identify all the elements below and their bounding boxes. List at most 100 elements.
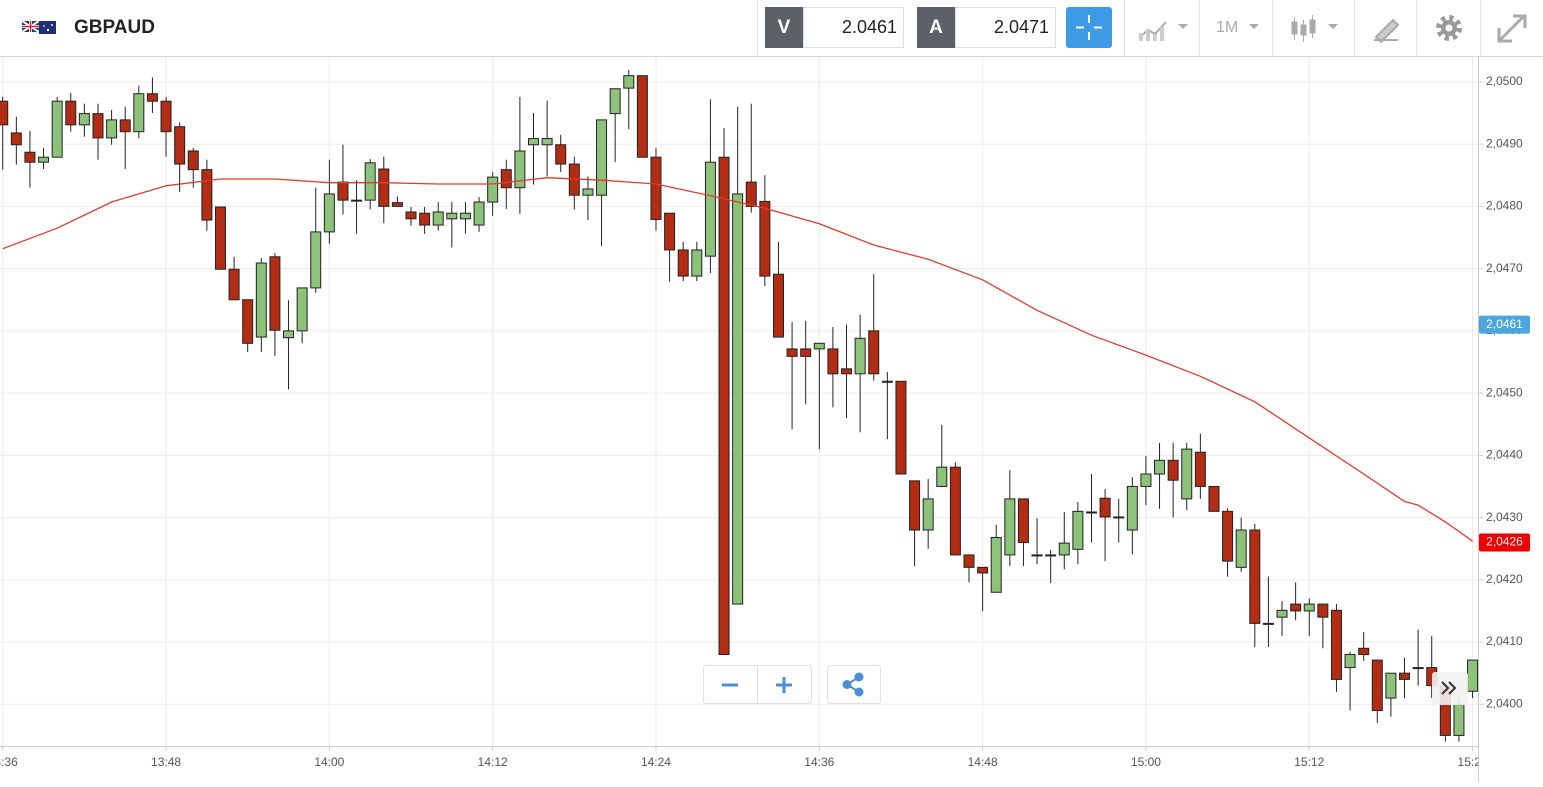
- sell-label-box[interactable]: [765, 7, 803, 48]
- buy-price-box[interactable]: [955, 7, 1056, 48]
- candle-body: [990, 536, 1002, 593]
- y-tick-label: 2,0490: [1486, 136, 1523, 150]
- candle-body: [596, 119, 608, 196]
- candle-body: [1222, 510, 1234, 562]
- chart-type-button[interactable]: [1138, 21, 1188, 41]
- candle-body: [1140, 473, 1152, 487]
- candle-body: [609, 88, 621, 115]
- candle-body: [881, 380, 893, 383]
- y-axis: 2,0400 2,0410 2,0420 2,0430 2,0440 2,0450 2,04…: [1478, 74, 1530, 710]
- candle-body: [1453, 703, 1465, 736]
- candle-body: [949, 466, 961, 556]
- candle-style-button[interactable]: [1291, 15, 1338, 42]
- crosshair-button[interactable]: [1066, 7, 1112, 48]
- x-tick-label: 14:36: [804, 755, 834, 769]
- candle-body: [1058, 542, 1070, 556]
- candle-body: [92, 113, 104, 139]
- candle-body: [1099, 497, 1111, 518]
- candle-body: [378, 168, 390, 207]
- candle-body: [1330, 609, 1342, 680]
- candle-body: [555, 144, 567, 165]
- candle-body: [10, 132, 22, 146]
- candle-body: [854, 337, 866, 375]
- buy-price[interactable]: 2.0471: [994, 17, 1049, 37]
- y-tick-label: 2,0430: [1486, 510, 1523, 524]
- candle-body: [228, 268, 240, 301]
- zoom-controls[interactable]: [703, 665, 881, 704]
- candle-body: [650, 156, 662, 220]
- scroll-to-end-button[interactable]: [1432, 672, 1468, 705]
- dropdown-caret[interactable]: [1249, 24, 1259, 29]
- candle-body: [963, 554, 975, 568]
- candle-body: [24, 151, 36, 163]
- candle-body: [541, 138, 553, 146]
- candle-body: [351, 199, 363, 202]
- price-marker-label: 2,0426: [1486, 535, 1523, 549]
- y-tick-label: 2,0440: [1486, 448, 1523, 462]
- candle-body: [1194, 451, 1206, 487]
- candle-body: [1371, 659, 1383, 712]
- buy-label-box[interactable]: [917, 7, 955, 48]
- candle-body: [296, 287, 308, 332]
- candle-body: [364, 162, 376, 201]
- sell-price[interactable]: 2.0461: [842, 17, 897, 37]
- separator: [1354, 0, 1355, 56]
- candle-body: [1045, 554, 1057, 557]
- candle-body: [1126, 485, 1138, 531]
- candle-body: [38, 156, 50, 163]
- candle-body: [51, 100, 63, 158]
- candle-body: [1181, 448, 1193, 500]
- buy-label[interactable]: A: [929, 17, 943, 38]
- candle-body: [1344, 654, 1356, 669]
- x-tick-label: 14:12: [478, 755, 508, 769]
- candle-body: [1358, 647, 1370, 656]
- y-tick-label: 2,0400: [1486, 696, 1523, 710]
- candle-body: [78, 113, 90, 126]
- candle-body: [446, 212, 458, 220]
- candle-body: [1290, 603, 1302, 612]
- flag-icon: [21, 20, 56, 34]
- candle-body: [582, 188, 594, 196]
- y-tick-label: 2,0420: [1486, 572, 1523, 586]
- candle-body: [868, 330, 880, 375]
- candle-body: [419, 212, 431, 226]
- candle-body: [106, 119, 118, 139]
- candle-body: [214, 206, 226, 270]
- crosshair-icon: [1076, 15, 1102, 40]
- candle-body: [786, 348, 798, 357]
- candle-body: [1017, 498, 1029, 543]
- separator: [1480, 0, 1481, 56]
- separator: [1199, 0, 1200, 56]
- x-tick-label: 13:48: [151, 755, 181, 769]
- price-marker: [1479, 315, 1530, 334]
- fullscreen-button[interactable]: [1497, 14, 1527, 43]
- separator: [1272, 0, 1273, 56]
- candle-body: [772, 273, 784, 338]
- candle-body: [1085, 511, 1097, 514]
- candle-body: [119, 119, 131, 133]
- settings-button[interactable]: [1436, 15, 1462, 41]
- candle-body: [759, 200, 771, 277]
- candle-body: [1399, 672, 1411, 680]
- candle-body: [459, 212, 471, 220]
- candle-body: [936, 466, 948, 487]
- sell-label[interactable]: V: [778, 17, 791, 38]
- candle-body: [922, 498, 934, 531]
- candle-body: [977, 566, 989, 574]
- timeframe[interactable]: 1M: [1216, 19, 1238, 36]
- candle-body: [732, 193, 744, 605]
- drawing-tool-button[interactable]: [1374, 18, 1400, 44]
- candle-body: [1235, 529, 1247, 568]
- candle-body: [473, 201, 485, 226]
- candle-body: [432, 211, 444, 226]
- candle-body: [677, 249, 689, 277]
- candle-body: [174, 126, 186, 165]
- candle-body: [146, 93, 158, 102]
- sell-price-box[interactable]: [803, 7, 904, 48]
- candle-body: [623, 75, 635, 89]
- candle-body: [1276, 609, 1288, 618]
- candle-body: [664, 212, 676, 251]
- candle-body: [1072, 510, 1084, 550]
- candle-body: [527, 138, 539, 146]
- candle-body: [1208, 485, 1220, 512]
